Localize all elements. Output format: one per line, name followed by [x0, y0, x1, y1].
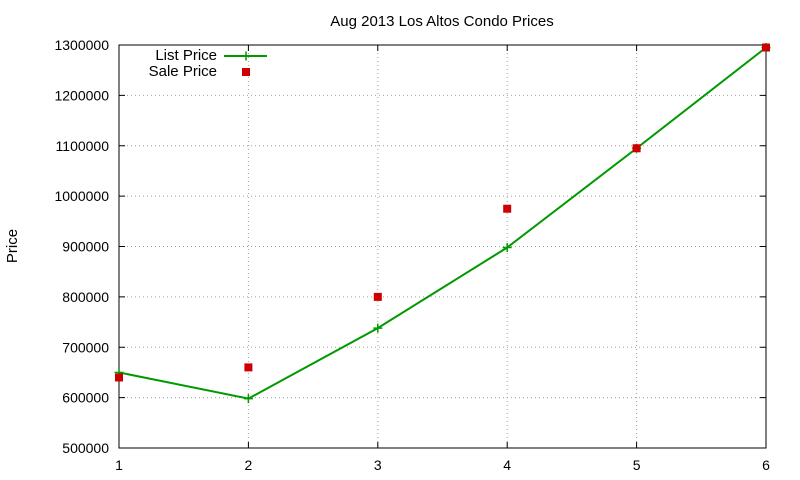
- legend-label-sale-price: Sale Price: [149, 63, 217, 80]
- series-group: [114, 43, 771, 404]
- y-tick-label: 900000: [62, 239, 109, 255]
- plot-frame: [118, 44, 767, 449]
- sale-price-point: [762, 43, 770, 52]
- legend-label-list-price: List Price: [155, 47, 217, 64]
- grid-lines: [119, 45, 766, 448]
- y-axis-label: Price: [4, 229, 21, 263]
- series-line-list-price: [118, 46, 767, 400]
- legend-marker-sale-price: [242, 68, 250, 76]
- sale-price-point: [632, 144, 641, 153]
- x-tick-labels: 1 2 3 4 5 6: [115, 457, 770, 473]
- x-tick-label: 2: [245, 457, 253, 473]
- x-tick-label: 5: [633, 457, 641, 473]
- list-price-point: [502, 243, 512, 253]
- x-tick-label: 6: [762, 457, 770, 473]
- sale-price-point: [244, 363, 253, 372]
- legend-marker-list-price: [241, 51, 251, 61]
- x-tick-label: 4: [503, 457, 511, 473]
- legend: List Price Sale Price: [149, 47, 267, 80]
- x-tick-label: 3: [374, 457, 382, 473]
- list-price-point: [243, 394, 253, 404]
- x-tick-label: 1: [115, 457, 123, 473]
- chart-title: Aug 2013 Los Altos Condo Prices: [330, 13, 553, 30]
- y-tick-label: 500000: [62, 440, 109, 456]
- y-tick-label: 1300000: [54, 37, 109, 53]
- y-tick-labels: 500000 600000 700000 800000 900000 1000000 110…: [54, 37, 109, 456]
- y-tick-label: 1100000: [56, 138, 110, 154]
- y-tick-label: 800000: [62, 289, 109, 305]
- sale-price-point: [115, 373, 123, 382]
- sale-price-point: [503, 204, 512, 213]
- y-tick-label: 700000: [62, 339, 109, 355]
- y-tick-label: 600000: [62, 390, 109, 406]
- y-tick-label: 1000000: [54, 188, 109, 204]
- axis-ticks: [118, 44, 767, 449]
- y-tick-label: 1200000: [54, 87, 109, 103]
- sale-price-point: [373, 292, 382, 301]
- list-price-point: [373, 323, 383, 333]
